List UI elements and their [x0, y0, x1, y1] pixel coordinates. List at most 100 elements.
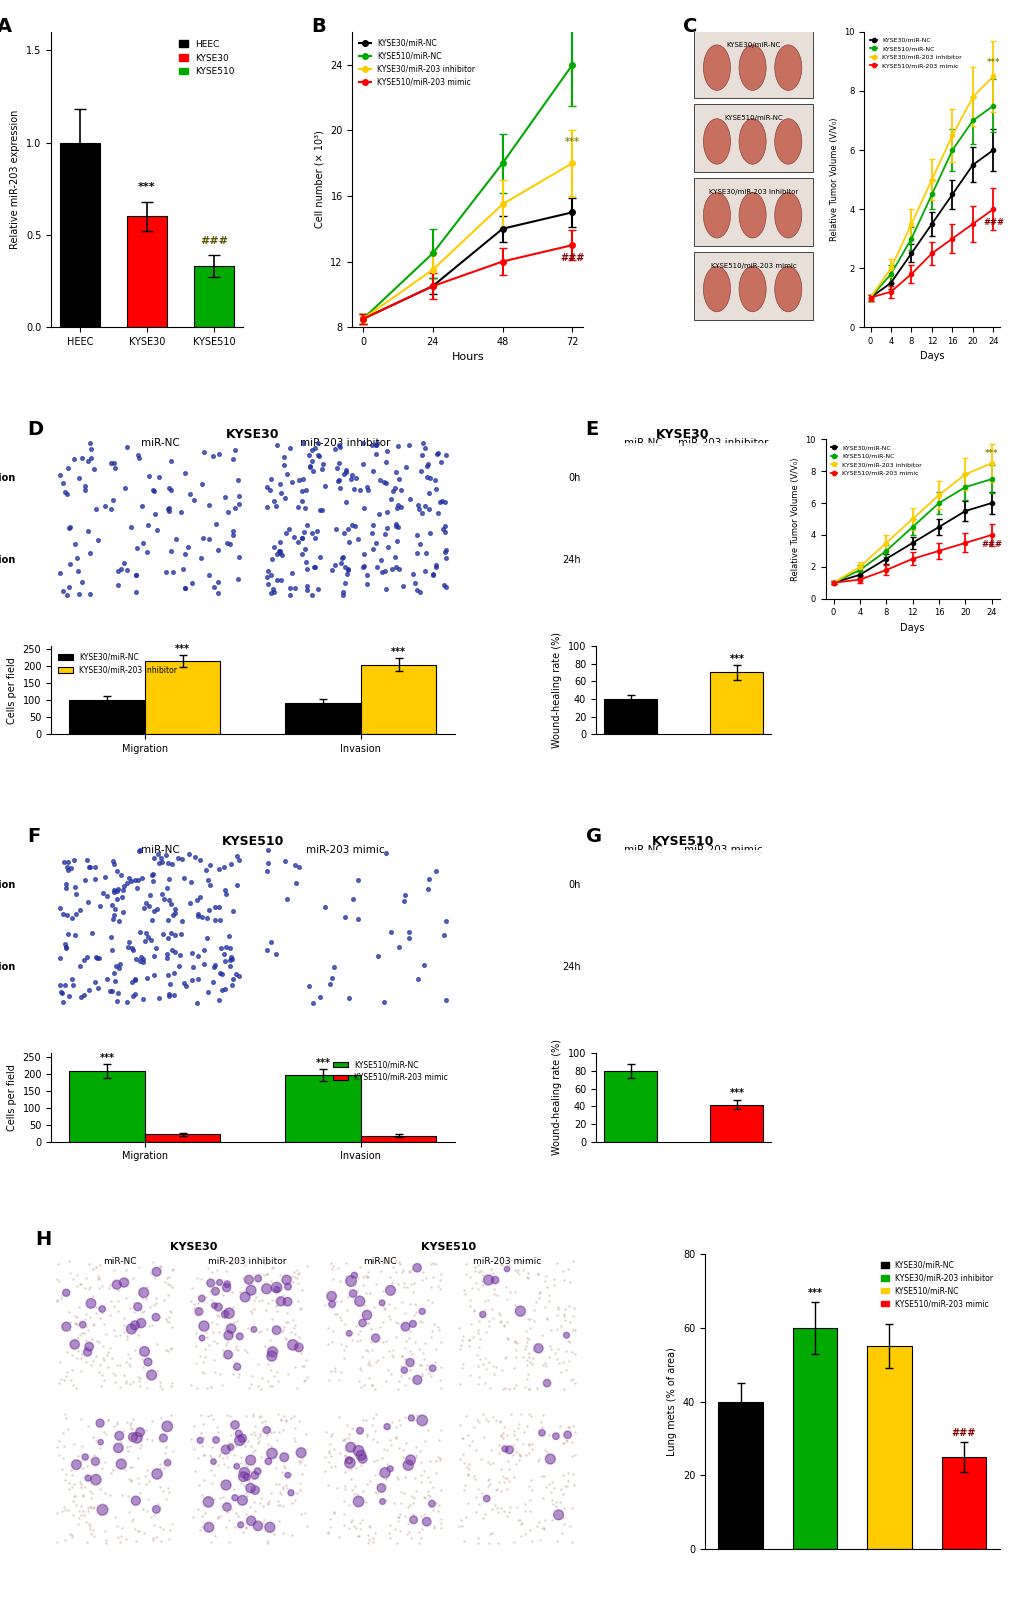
- Point: [152, 1495, 168, 1520]
- Point: [255, 1509, 271, 1535]
- Point: [368, 1480, 384, 1506]
- Point: [504, 1442, 521, 1468]
- Point: [186, 1458, 203, 1484]
- Text: ###: ###: [200, 236, 228, 246]
- Point: [57, 931, 73, 957]
- Point: [427, 1448, 443, 1474]
- Point: [556, 1472, 573, 1498]
- Point: [290, 1409, 307, 1434]
- Point: [515, 1433, 531, 1458]
- Point: [543, 1469, 559, 1495]
- Point: [265, 1274, 281, 1300]
- Point: [119, 870, 136, 896]
- Point: [297, 537, 313, 562]
- Point: [141, 1313, 157, 1338]
- Point: [156, 1450, 172, 1476]
- Point: [148, 1305, 164, 1330]
- Point: [421, 1484, 437, 1509]
- Point: [138, 1471, 154, 1496]
- Point: [207, 894, 223, 920]
- Point: [190, 966, 206, 992]
- Point: [492, 1423, 508, 1448]
- Point: [458, 1252, 474, 1278]
- Point: [230, 545, 247, 570]
- Point: [140, 1274, 156, 1300]
- Point: [324, 1257, 340, 1282]
- Text: ***: ***: [138, 182, 156, 192]
- Point: [92, 1410, 108, 1436]
- Point: [85, 1517, 101, 1543]
- Point: [190, 901, 206, 926]
- Point: [285, 524, 302, 549]
- Y-axis label: Relative miR-203 expression: Relative miR-203 expression: [10, 110, 20, 249]
- Text: H: H: [35, 1230, 51, 1249]
- Point: [77, 1444, 94, 1469]
- Point: [160, 1453, 176, 1479]
- Point: [373, 1477, 389, 1503]
- Point: [137, 1463, 153, 1488]
- Legend: KYSE30/miR-NC, KYSE30/miR-203 inhibitor, KYSE510/miR-NC, KYSE510/miR-203 mimic: KYSE30/miR-NC, KYSE30/miR-203 inhibitor,…: [877, 1258, 995, 1311]
- Point: [142, 463, 158, 489]
- Point: [163, 851, 179, 877]
- Point: [131, 1373, 148, 1399]
- Point: [266, 535, 282, 561]
- Point: [217, 1433, 233, 1458]
- Point: [220, 1429, 236, 1455]
- Point: [558, 1472, 575, 1498]
- Point: [139, 1375, 155, 1401]
- Point: [131, 1365, 148, 1391]
- Point: [233, 1512, 250, 1538]
- Point: [67, 1311, 84, 1337]
- Text: ***: ***: [984, 449, 998, 458]
- Point: [511, 1440, 527, 1466]
- Point: [380, 533, 396, 559]
- Point: [133, 1286, 150, 1311]
- Point: [193, 1402, 209, 1428]
- Point: [554, 1480, 571, 1506]
- Point: [206, 1463, 222, 1488]
- Point: [461, 1333, 477, 1359]
- Point: [297, 1452, 313, 1477]
- Point: [123, 969, 140, 995]
- Point: [193, 545, 209, 570]
- Point: [221, 923, 237, 949]
- Point: [87, 1444, 103, 1469]
- Point: [523, 1431, 539, 1456]
- Point: [378, 438, 394, 463]
- Point: [540, 1421, 556, 1447]
- Point: [229, 872, 246, 898]
- Point: [403, 1271, 419, 1297]
- Point: [257, 1409, 273, 1434]
- Point: [367, 1520, 383, 1546]
- Point: [390, 556, 407, 581]
- Point: [513, 1401, 529, 1426]
- Point: [365, 1405, 381, 1431]
- Point: [88, 1448, 104, 1474]
- Point: [163, 1512, 179, 1538]
- Point: [107, 1362, 123, 1388]
- Point: [476, 1289, 492, 1314]
- Point: [432, 1375, 448, 1401]
- Point: [463, 1311, 479, 1337]
- Point: [320, 1284, 336, 1310]
- Point: [338, 1297, 355, 1322]
- Point: [382, 1525, 398, 1551]
- Point: [406, 1485, 422, 1511]
- Point: [223, 851, 239, 877]
- Point: [307, 525, 323, 551]
- Point: [320, 1330, 336, 1356]
- Point: [339, 1426, 356, 1452]
- Point: [204, 1287, 220, 1313]
- Point: [519, 1353, 535, 1378]
- Point: [498, 1286, 515, 1311]
- Point: [99, 966, 115, 992]
- Point: [464, 1324, 480, 1349]
- Point: [238, 1484, 255, 1509]
- Point: [133, 493, 150, 519]
- Point: [304, 438, 320, 463]
- Point: [259, 559, 275, 585]
- Point: [511, 1262, 527, 1287]
- Point: [512, 1508, 528, 1533]
- Point: [203, 1458, 219, 1484]
- Point: [485, 1353, 501, 1378]
